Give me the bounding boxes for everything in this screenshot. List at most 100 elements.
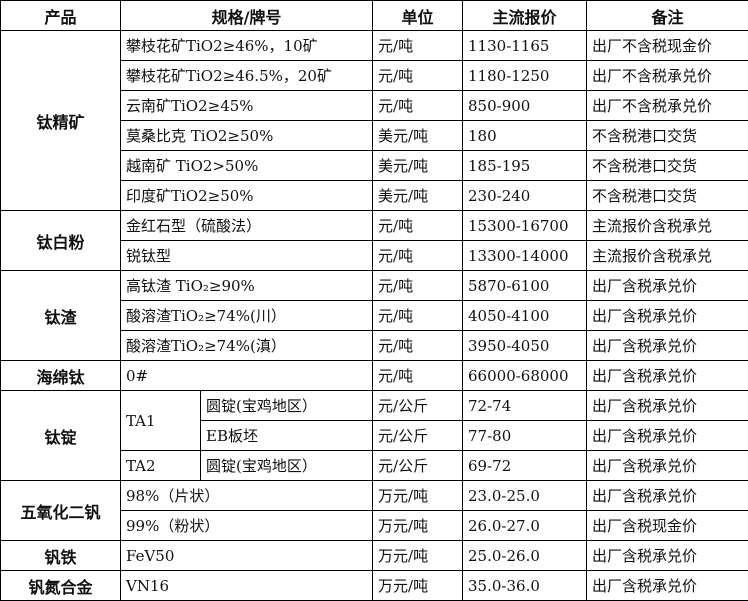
- price-cell: 35.0-36.0: [462, 570, 588, 601]
- table-row: 五氧化二钒 98%（片状） 万元/吨 23.0-25.0 出厂含税承兑价: [0, 480, 748, 541]
- unit-cell: 元/吨: [372, 240, 464, 271]
- spec-cell: 攀枝花矿TiO2≥46%，10矿: [119, 30, 374, 61]
- header-product: 产品: [0, 0, 121, 31]
- price-cell: 15300-16700: [462, 210, 588, 241]
- spec-cell: 酸溶渣TiO₂≥74%(川）: [119, 300, 374, 331]
- spec-cell: 金红石型（硫酸法）: [119, 210, 374, 241]
- unit-cell: 元/吨: [372, 210, 464, 241]
- spec-cell: 99%（粉状）: [119, 510, 374, 541]
- note-cell: 出厂含税承兑价: [586, 540, 748, 571]
- note-cell: 出厂含税承兑价: [586, 450, 748, 481]
- table-row: 钛锭 TA1 圆锭(宝鸡地区） 元/公斤 72-74 出厂含税承兑价: [0, 390, 748, 481]
- table-row: 海绵钛 0# 元/吨 66000-68000 出厂含税承兑价: [0, 360, 748, 391]
- price-cell: 3950-4050: [462, 330, 588, 361]
- price-cell: 1180-1250: [462, 60, 588, 91]
- unit-cell: 美元/吨: [372, 180, 464, 211]
- price-cell: 23.0-25.0: [462, 480, 588, 511]
- spec-cell: 莫桑比克 TiO2≥50%: [119, 120, 374, 151]
- product-cell: 钛锭: [0, 390, 121, 481]
- note-cell: 出厂含税承兑价: [586, 360, 748, 391]
- grade-cell: TA2: [120, 450, 201, 481]
- note-cell: 不含税港口交货: [586, 150, 748, 181]
- spec-cell: 锐钛型: [119, 240, 374, 271]
- product-cell: 钛渣: [0, 270, 121, 361]
- product-cell: 钛白粉: [0, 210, 121, 271]
- product-cell: 五氧化二钒: [0, 480, 121, 541]
- product-cell: 海绵钛: [0, 360, 121, 391]
- table-row: 钛精矿 攀枝花矿TiO2≥46%，10矿 元/吨 1130-1165 出厂不含税现金价: [0, 30, 748, 211]
- spec-cell: 印度矿TiO2≥50%: [119, 180, 374, 211]
- spec-cell: 云南矿TiO2≥45%: [119, 90, 374, 121]
- price-cell: 1130-1165: [462, 30, 588, 61]
- unit-cell: 元/吨: [372, 90, 464, 121]
- table-row: 云南矿TiO2≥45% 元/吨 850-900 出厂不含税承兑价: [1, 90, 748, 121]
- price-cell: 185-195: [462, 150, 588, 181]
- unit-cell: 元/公斤: [372, 450, 464, 481]
- note-cell: 主流报价含税承兑: [586, 210, 748, 241]
- note-cell: 出厂含税现金价: [586, 510, 748, 541]
- price-cell: 850-900: [462, 90, 588, 121]
- table-row: 酸溶渣TiO₂≥74%(滇） 元/吨 3950-4050 出厂含税承兑价: [1, 330, 748, 361]
- table-row: 钛白粉 金红石型（硫酸法） 元/吨 15300-16700 主流报价含税承兑: [0, 210, 748, 271]
- header-spec: 规格/牌号: [119, 0, 374, 31]
- price-cell: 72-74: [462, 390, 588, 421]
- note-cell: 主流报价含税承兑: [586, 240, 748, 271]
- table-row: 攀枝花矿TiO2≥46.5%，20矿 元/吨 1180-1250 出厂不含税承兑价: [1, 60, 748, 91]
- price-cell: 230-240: [462, 180, 588, 211]
- spec-cell: 圆锭(宝鸡地区）: [199, 450, 374, 481]
- spec-cell: 98%（片状）: [119, 480, 374, 511]
- spec-cell: VN16: [119, 570, 374, 601]
- table-row: 99%（粉状） 万元/吨 26.0-27.0 出厂含税现金价: [1, 510, 748, 541]
- note-cell: 出厂含税承兑价: [586, 570, 748, 601]
- price-cell: 66000-68000: [462, 360, 588, 391]
- unit-cell: 元/吨: [372, 360, 464, 391]
- unit-cell: 元/吨: [372, 270, 464, 301]
- unit-cell: 万元/吨: [372, 510, 464, 541]
- unit-cell: 美元/吨: [372, 150, 464, 181]
- unit-cell: 元/吨: [372, 300, 464, 331]
- note-cell: 出厂不含税承兑价: [586, 60, 748, 91]
- table-body: 钛精矿 攀枝花矿TiO2≥46%，10矿 元/吨 1130-1165 出厂不含税现金价攀…: [0, 30, 748, 601]
- table-row: TA2 圆锭(宝鸡地区） 元/公斤 69-72 出厂含税承兑价: [1, 450, 748, 481]
- price-cell: 69-72: [462, 450, 588, 481]
- price-cell: 13300-14000: [462, 240, 588, 271]
- unit-cell: 元/吨: [372, 30, 464, 61]
- price-cell: 26.0-27.0: [462, 510, 588, 541]
- note-cell: 出厂含税承兑价: [586, 420, 748, 451]
- price-cell: 5870-6100: [462, 270, 588, 301]
- unit-cell: 万元/吨: [372, 570, 464, 601]
- header-row: 产品 规格/牌号 单位 主流报价 备注: [0, 0, 748, 31]
- spec-cell: 越南矿 TiO2>50%: [119, 150, 374, 181]
- unit-cell: 元/公斤: [372, 390, 464, 421]
- spec-cell: EB板坯: [199, 420, 374, 451]
- spec-cell: 0#: [119, 360, 374, 391]
- unit-cell: 元/吨: [372, 330, 464, 361]
- price-cell: 77-80: [462, 420, 588, 451]
- table-row: 莫桑比克 TiO2≥50% 美元/吨 180 不含税港口交货: [1, 120, 748, 151]
- header-note: 备注: [586, 0, 748, 31]
- spec-cell: 圆锭(宝鸡地区）: [199, 390, 374, 421]
- note-cell: 不含税港口交货: [586, 120, 748, 151]
- note-cell: 出厂不含税现金价: [586, 30, 748, 61]
- product-cell: 钒氮合金: [0, 570, 121, 601]
- table-row: 钛渣 高钛渣 TiO₂≥90% 元/吨 5870-6100 出厂含税承兑价: [0, 270, 748, 361]
- unit-cell: 万元/吨: [372, 540, 464, 571]
- product-cell: 钒铁: [0, 540, 121, 571]
- grade-cell: TA1: [120, 390, 201, 451]
- table-row: 钒铁 FeV50 万元/吨 25.0-26.0 出厂含税承兑价: [0, 540, 748, 571]
- table-row: 酸溶渣TiO₂≥74%(川） 元/吨 4050-4100 出厂含税承兑价: [1, 300, 748, 331]
- spec-cell: FeV50: [119, 540, 374, 571]
- price-cell: 4050-4100: [462, 300, 588, 331]
- price-cell: 180: [462, 120, 588, 151]
- unit-cell: 元/公斤: [372, 420, 464, 451]
- spec-cell: 攀枝花矿TiO2≥46.5%，20矿: [119, 60, 374, 91]
- note-cell: 出厂含税承兑价: [586, 390, 748, 421]
- header-price: 主流报价: [462, 0, 588, 31]
- table-row: 越南矿 TiO2>50% 美元/吨 185-195 不含税港口交货: [1, 150, 748, 181]
- unit-cell: 美元/吨: [372, 120, 464, 151]
- note-cell: 出厂含税承兑价: [586, 330, 748, 361]
- unit-cell: 元/吨: [372, 60, 464, 91]
- table-row: 钒氮合金 VN16 万元/吨 35.0-36.0 出厂含税承兑价: [0, 570, 748, 601]
- note-cell: 不含税港口交货: [586, 180, 748, 211]
